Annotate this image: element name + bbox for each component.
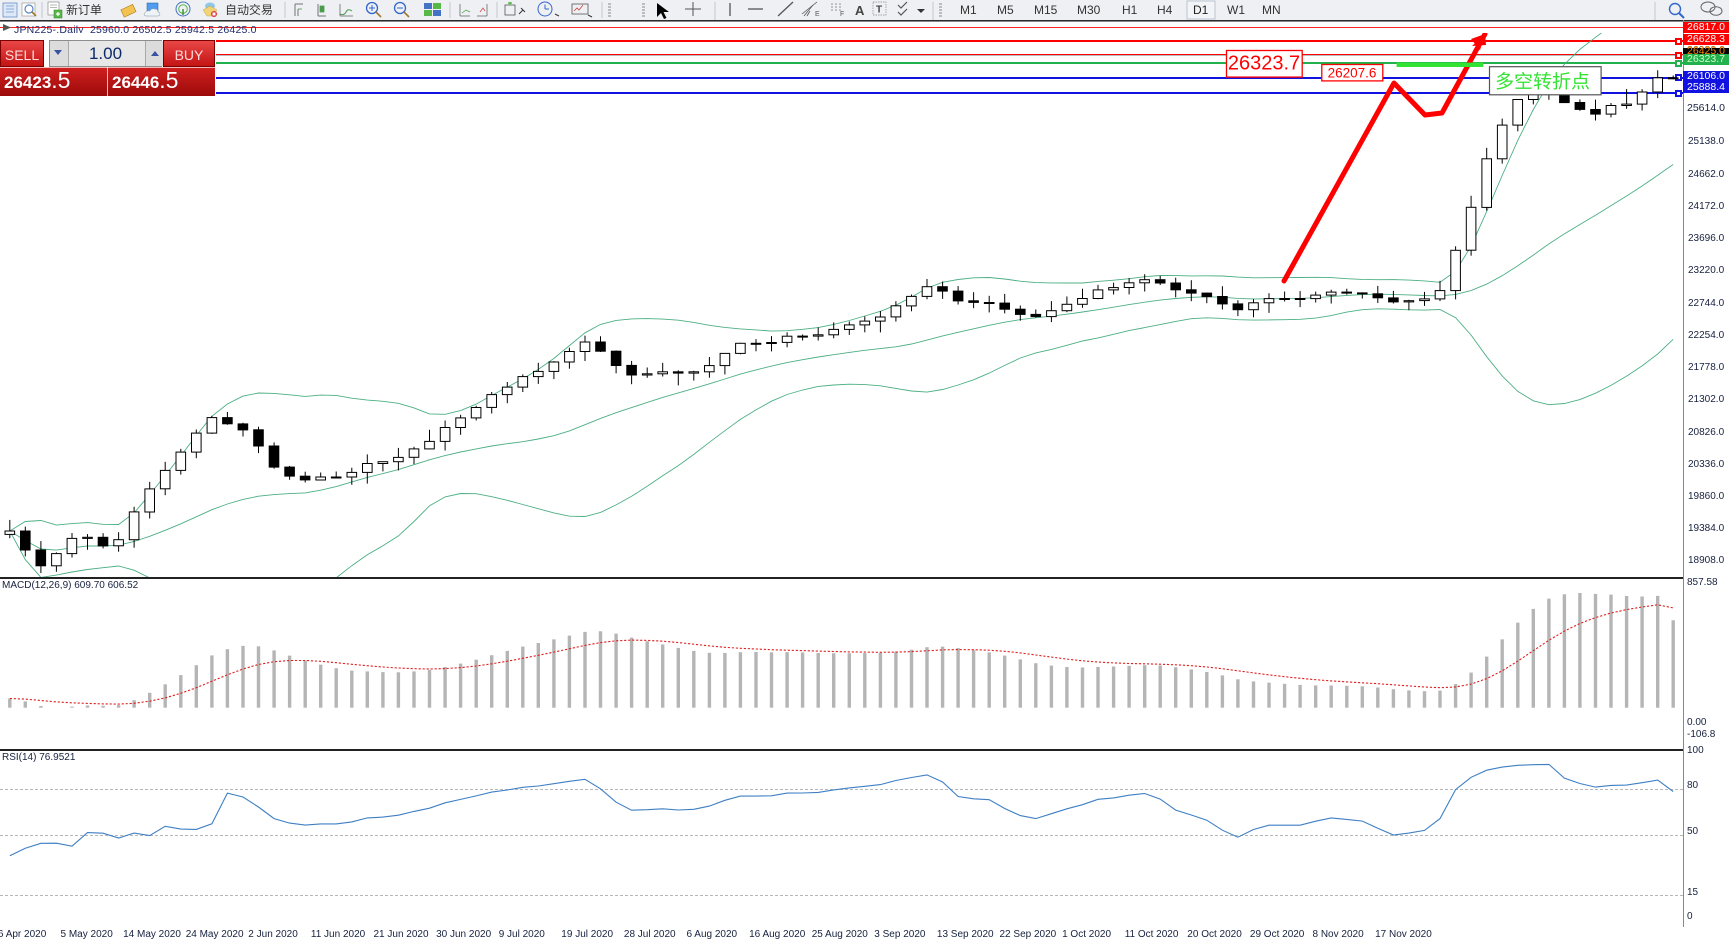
svg-text:H4: H4 (1157, 3, 1173, 17)
svg-text:T: T (876, 5, 882, 16)
svg-text:M5: M5 (997, 3, 1014, 17)
svg-text:M30: M30 (1077, 3, 1101, 17)
svg-text:A: A (855, 3, 865, 18)
svg-text:多空转折点: 多空转折点 (1495, 71, 1590, 93)
svg-text:E: E (815, 11, 820, 18)
svg-text:H1: H1 (1122, 3, 1138, 17)
svg-text:26207.6: 26207.6 (1328, 65, 1377, 80)
svg-text:M15: M15 (1034, 3, 1058, 17)
svg-text:26323.7: 26323.7 (1228, 53, 1300, 75)
svg-text:自动交易: 自动交易 (225, 3, 273, 17)
svg-text:新订单: 新订单 (66, 3, 102, 17)
svg-text:MN: MN (1262, 3, 1281, 17)
svg-text:W1: W1 (1227, 3, 1245, 17)
svg-text:M1: M1 (960, 3, 977, 17)
svg-text:D1: D1 (1193, 3, 1209, 17)
svg-text:F: F (840, 11, 844, 18)
